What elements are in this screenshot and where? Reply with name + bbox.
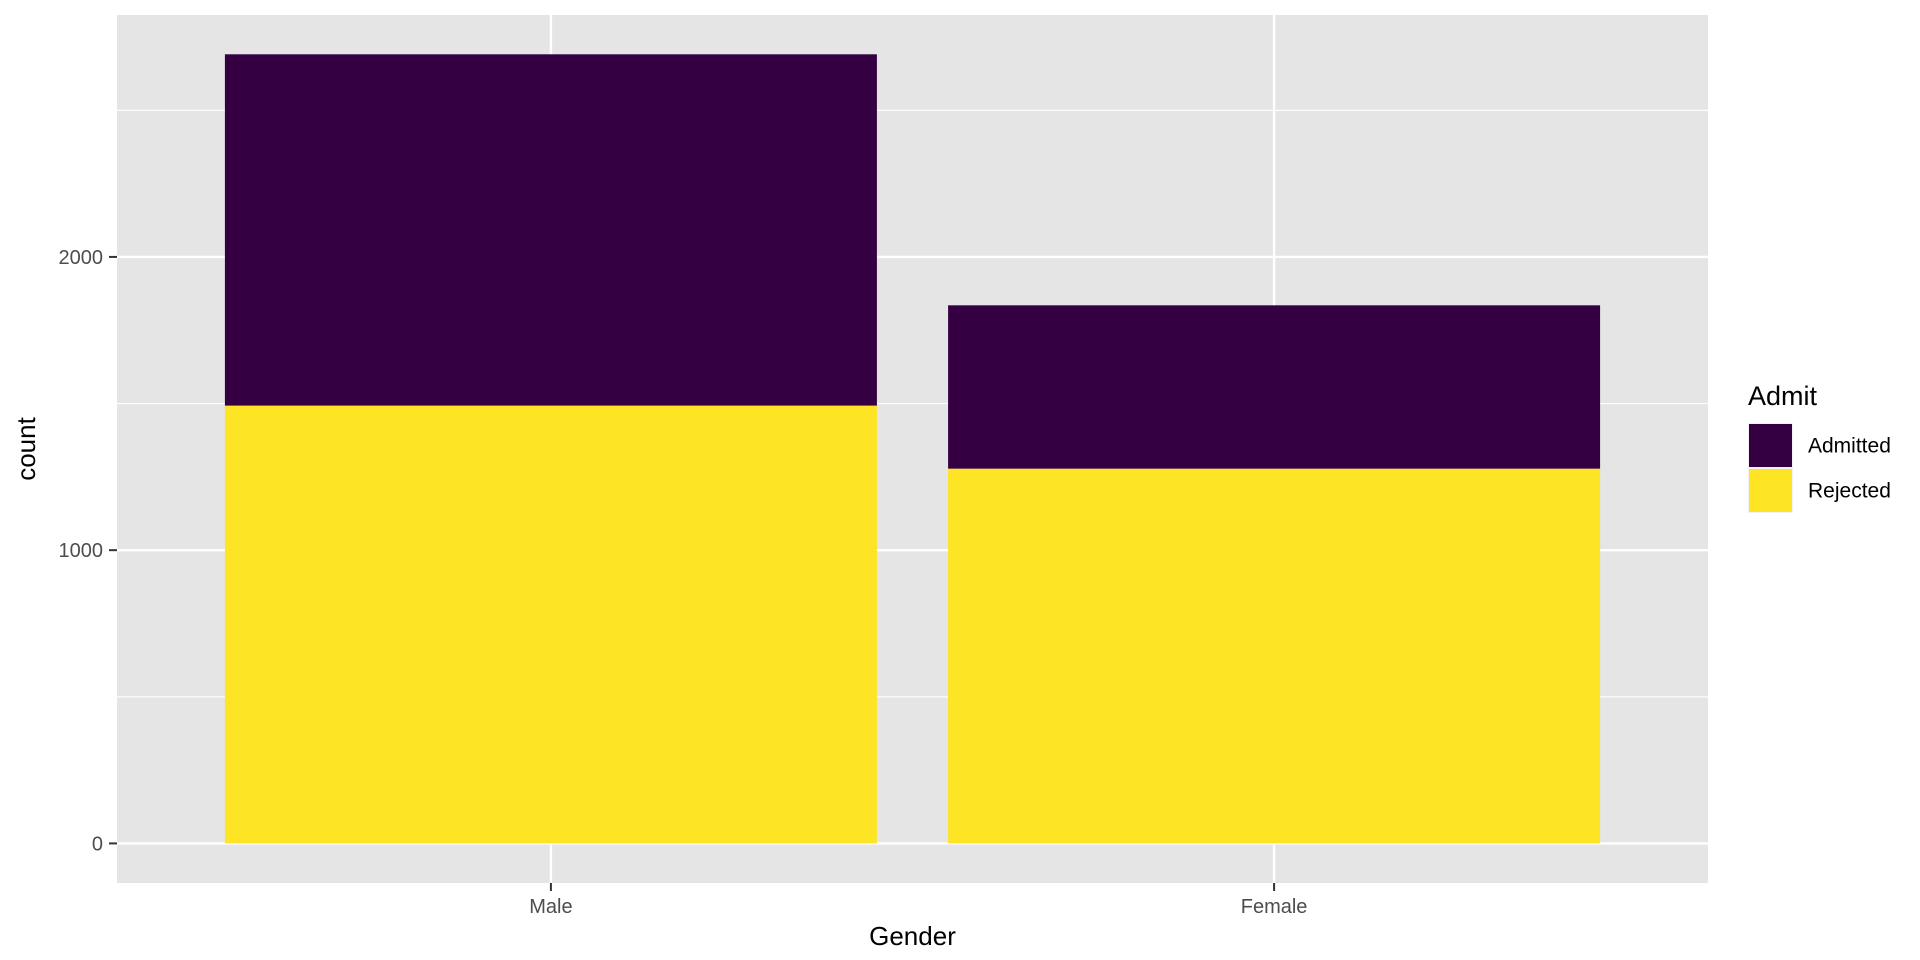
bar-admitted-male (224, 54, 877, 406)
legend-swatch-admitted (1749, 424, 1792, 467)
y-tick-label: 0 (92, 833, 103, 855)
x-axis-ticks: Male Female (529, 883, 1307, 918)
legend-label-admitted: Admitted (1808, 435, 1891, 458)
legend-swatch-rejected (1749, 469, 1792, 512)
x-axis-title: Gender (869, 921, 956, 951)
bar-rejected-female (948, 468, 1601, 844)
legend: Admit Admitted Rejected (1748, 381, 1891, 513)
bar-rejected-male (224, 405, 877, 844)
legend-title: Admit (1748, 381, 1818, 411)
bar-admitted-female (948, 305, 1601, 469)
y-tick-label: 2000 (59, 247, 104, 269)
y-tick-label: 1000 (59, 540, 104, 562)
y-axis-title: count (11, 416, 41, 480)
y-axis-ticks: 0 1000 2000 (59, 247, 117, 855)
x-tick-label: Female (1241, 896, 1308, 918)
legend-items: Admitted Rejected (1748, 423, 1891, 513)
bars (224, 54, 1601, 844)
legend-label-rejected: Rejected (1808, 480, 1891, 503)
x-tick-label: Male (529, 896, 572, 918)
